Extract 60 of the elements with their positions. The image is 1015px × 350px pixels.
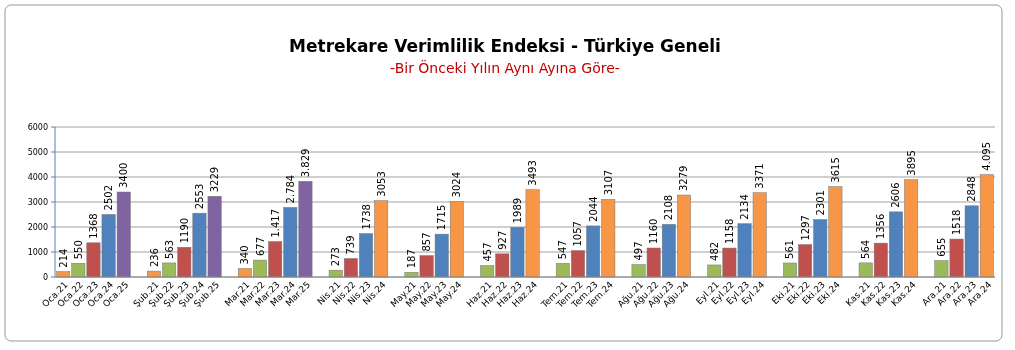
data-label: 3493 — [527, 160, 539, 186]
data-label: 1368 — [87, 213, 99, 239]
data-label: 655 — [935, 237, 947, 257]
data-label: 3615 — [829, 157, 841, 183]
y-tick-label: 1000 — [27, 247, 48, 257]
data-label: 2502 — [103, 185, 115, 211]
data-label: 2553 — [193, 183, 205, 210]
y-tick-label: 3000 — [27, 197, 48, 207]
data-label: 3.829 — [299, 148, 311, 178]
data-label: 482 — [708, 241, 720, 261]
data-label: 497 — [633, 241, 645, 261]
data-label: 3107 — [602, 169, 614, 196]
data-label: 1160 — [648, 218, 660, 244]
data-label: 1158 — [723, 218, 735, 245]
data-label: 2848 — [966, 176, 978, 202]
data-label: 273 — [330, 247, 342, 267]
data-label: 3024 — [451, 171, 463, 198]
data-label: 3279 — [678, 165, 690, 192]
y-tick-label: 2000 — [27, 222, 48, 232]
data-label: 340 — [239, 245, 251, 265]
y-tick-label: 0 — [42, 272, 48, 282]
data-label: 3400 — [118, 162, 130, 188]
data-label: 1.417 — [269, 208, 281, 238]
data-label: 1738 — [360, 204, 372, 230]
data-label: 1989 — [511, 197, 523, 224]
data-label: 187 — [405, 249, 417, 269]
data-label: 739 — [345, 235, 357, 255]
data-label: 4.095 — [981, 141, 993, 171]
data-label: 2134 — [739, 194, 751, 220]
data-label: 927 — [496, 230, 508, 250]
chart-subtitle: -Bir Önceki Yılın Aynı Ayına Göre- — [390, 59, 620, 76]
data-label: 563 — [163, 239, 175, 259]
data-label: 857 — [421, 232, 433, 252]
data-label: 2301 — [814, 190, 826, 216]
data-label: 1297 — [799, 215, 811, 241]
chart-title: Metrekare Verimlilik Endeksi - Türkiye Geneli — [289, 36, 721, 56]
y-tick-label: 6000 — [27, 122, 48, 132]
data-label: 1715 — [436, 204, 448, 231]
data-label: 2606 — [890, 182, 902, 208]
data-label: 236 — [148, 248, 160, 268]
data-label: 564 — [860, 239, 872, 259]
data-label: 561 — [784, 239, 796, 259]
data-label: 457 — [481, 242, 493, 262]
data-label: 1057 — [572, 221, 584, 247]
data-label: 3371 — [754, 163, 766, 189]
y-tick-label: 4000 — [27, 172, 48, 182]
data-label: 3895 — [905, 150, 917, 176]
data-label: 214 — [57, 248, 69, 268]
data-label: 2108 — [663, 194, 675, 221]
data-label: 2044 — [587, 196, 599, 222]
data-label: 677 — [254, 236, 266, 257]
data-label: 3053 — [375, 171, 387, 197]
data-label: 3229 — [209, 166, 221, 193]
data-label: 547 — [557, 240, 569, 260]
data-label: 1190 — [178, 217, 190, 244]
data-label: 2.784 — [284, 174, 296, 204]
data-label: 1356 — [875, 213, 887, 240]
data-label: 1518 — [951, 209, 963, 236]
y-tick-label: 5000 — [27, 147, 48, 157]
data-label: 550 — [72, 240, 84, 260]
